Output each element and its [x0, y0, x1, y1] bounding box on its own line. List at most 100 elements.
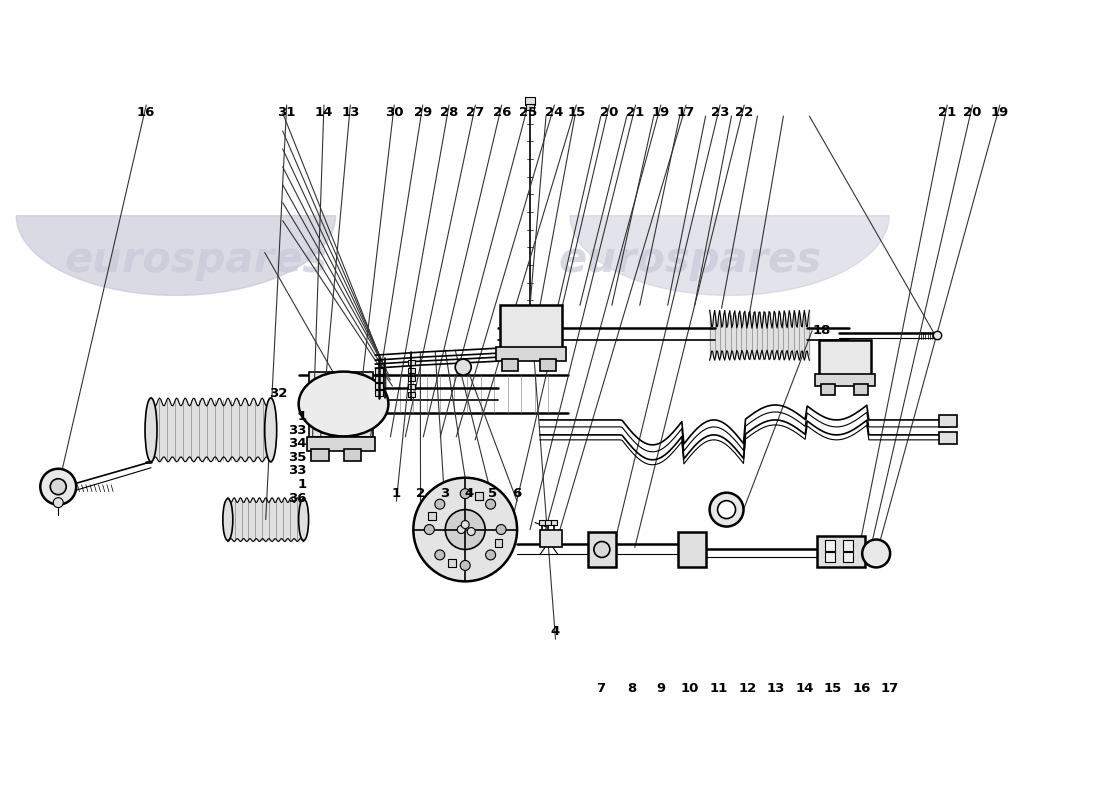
Bar	[540, 530, 562, 547]
Ellipse shape	[223, 498, 233, 541]
Bar	[307, 437, 375, 451]
Bar	[495, 539, 503, 547]
Circle shape	[710, 493, 744, 526]
Text: 31: 31	[277, 106, 296, 119]
Bar	[939, 432, 957, 444]
Text: 21: 21	[627, 106, 645, 119]
Bar	[375, 390, 384, 396]
Bar	[375, 383, 384, 389]
Text: 30: 30	[385, 106, 404, 119]
Text: 4: 4	[464, 486, 473, 500]
Text: 12: 12	[738, 682, 757, 695]
Ellipse shape	[298, 498, 309, 541]
Bar	[855, 384, 868, 395]
Circle shape	[458, 526, 465, 534]
Bar	[544, 519, 551, 525]
Text: 28: 28	[440, 106, 459, 119]
Text: 20: 20	[964, 106, 981, 119]
Circle shape	[425, 525, 435, 534]
Circle shape	[414, 478, 517, 582]
Text: 2: 2	[416, 486, 425, 500]
Text: 25: 25	[519, 106, 537, 119]
Text: 33: 33	[288, 465, 307, 478]
Text: 14: 14	[795, 682, 814, 695]
Bar	[939, 415, 957, 427]
Circle shape	[455, 359, 471, 375]
Polygon shape	[570, 216, 889, 295]
Text: 17: 17	[676, 106, 695, 119]
Circle shape	[717, 501, 736, 518]
Bar	[820, 340, 871, 380]
Bar	[844, 539, 854, 551]
Bar	[539, 519, 544, 525]
Text: 14: 14	[315, 106, 333, 119]
Bar	[408, 392, 416, 397]
Text: 7: 7	[596, 682, 605, 695]
Bar	[343, 449, 362, 461]
Circle shape	[594, 542, 609, 558]
Text: 15: 15	[824, 682, 843, 695]
Text: 3: 3	[440, 486, 449, 500]
Text: 24: 24	[546, 106, 563, 119]
Circle shape	[434, 550, 444, 560]
Bar	[678, 531, 705, 567]
Bar	[496, 347, 566, 361]
Bar	[525, 97, 535, 105]
Circle shape	[434, 499, 444, 509]
Circle shape	[862, 539, 890, 567]
Circle shape	[53, 498, 63, 508]
Text: 1: 1	[297, 410, 307, 423]
Text: 13: 13	[341, 106, 360, 119]
Text: 26: 26	[493, 106, 510, 119]
Text: eurospares: eurospares	[64, 239, 328, 282]
Text: 33: 33	[288, 424, 307, 437]
Bar	[428, 512, 436, 520]
Text: 23: 23	[711, 106, 729, 119]
Circle shape	[446, 510, 485, 550]
Bar	[375, 376, 384, 382]
Text: 34: 34	[288, 438, 307, 450]
Ellipse shape	[145, 398, 157, 462]
Circle shape	[41, 469, 76, 505]
Text: 6: 6	[513, 486, 521, 500]
Bar	[817, 535, 866, 567]
Circle shape	[460, 561, 470, 570]
Bar	[448, 559, 455, 566]
Bar	[375, 368, 384, 374]
Bar	[408, 368, 416, 373]
Bar	[587, 531, 616, 567]
Circle shape	[460, 489, 470, 498]
Bar	[825, 539, 835, 551]
Bar	[551, 519, 557, 525]
Text: 4: 4	[551, 625, 560, 638]
Bar	[815, 374, 876, 386]
Polygon shape	[16, 216, 336, 295]
Bar	[844, 553, 854, 562]
Text: 15: 15	[568, 106, 585, 119]
Text: 8: 8	[628, 682, 637, 695]
Text: 35: 35	[288, 451, 307, 464]
Text: 11: 11	[710, 682, 728, 695]
Ellipse shape	[265, 398, 277, 462]
Text: 22: 22	[735, 106, 754, 119]
Bar	[309, 372, 373, 437]
Bar	[822, 384, 835, 395]
Text: 19: 19	[651, 106, 670, 119]
Text: 21: 21	[938, 106, 956, 119]
Text: 27: 27	[466, 106, 484, 119]
Bar	[408, 384, 416, 389]
Text: 1: 1	[392, 486, 402, 500]
Bar	[540, 359, 556, 371]
Bar	[475, 492, 483, 500]
Text: 16: 16	[852, 682, 871, 695]
Text: 32: 32	[270, 387, 288, 400]
Text: eurospares: eurospares	[558, 239, 822, 282]
Circle shape	[485, 499, 496, 509]
Text: 29: 29	[414, 106, 432, 119]
Text: 17: 17	[881, 682, 900, 695]
Circle shape	[496, 525, 506, 534]
Text: 9: 9	[657, 682, 665, 695]
Bar	[310, 449, 329, 461]
Text: 20: 20	[601, 106, 618, 119]
Bar	[825, 553, 835, 562]
